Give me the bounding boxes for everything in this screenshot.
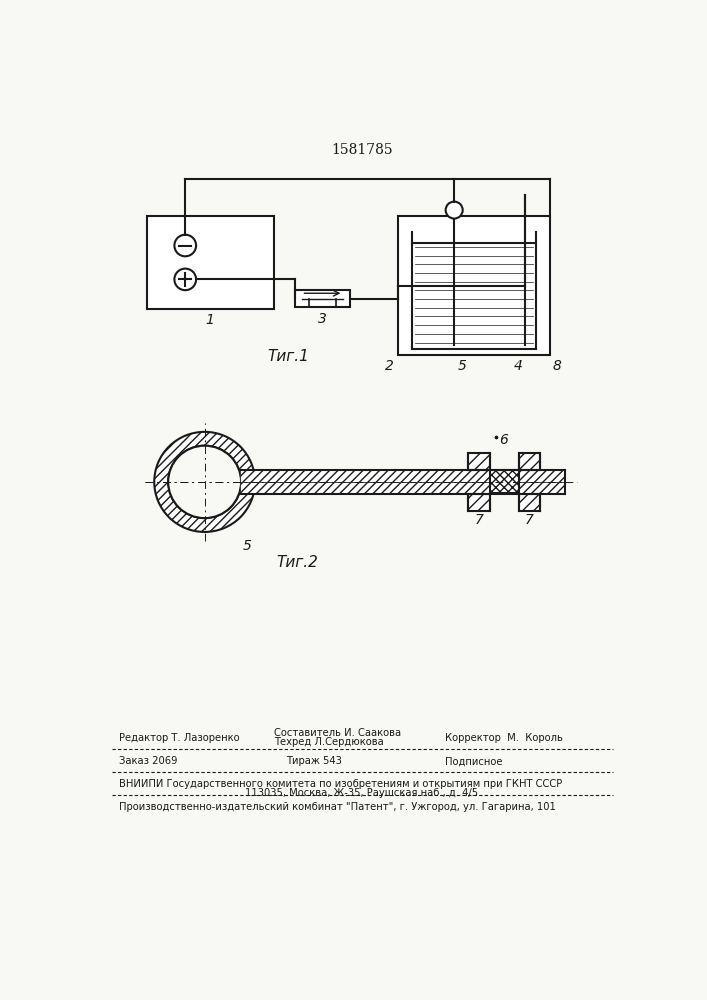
Bar (518, 453, 540, 470)
Bar (240, 470, 565, 482)
Text: Техред Л.Сердюкова: Техред Л.Сердюкова (274, 737, 384, 747)
Bar (468, 453, 490, 470)
Text: Заказ 2069: Заказ 2069 (119, 756, 178, 766)
Text: Составитель И. Саакова: Составитель И. Саакова (274, 728, 402, 738)
Bar (518, 494, 540, 511)
Text: Подписное: Подписное (445, 756, 503, 766)
Text: 3: 3 (318, 312, 327, 326)
Circle shape (168, 446, 241, 518)
Text: 2: 2 (385, 359, 394, 373)
Text: 113035, Москва, Ж-35, Раушская наб., д. 4/5: 113035, Москва, Ж-35, Раушская наб., д. … (245, 788, 479, 798)
Bar (468, 494, 490, 511)
Text: Корректор  М.  Король: Корректор М. Король (445, 733, 563, 743)
Text: 6: 6 (499, 433, 508, 447)
Text: 8: 8 (553, 359, 561, 373)
Text: ВНИИПИ Государственного комитета по изобретениям и открытиям при ГКНТ СССР: ВНИИПИ Государственного комитета по изоб… (119, 779, 563, 789)
Text: 5: 5 (457, 359, 467, 373)
Text: 7: 7 (474, 513, 484, 527)
Text: Тираж 543: Тираж 543 (286, 756, 342, 766)
Circle shape (175, 235, 196, 256)
Bar (146, 216, 274, 309)
Circle shape (175, 269, 196, 290)
Text: 1581785: 1581785 (331, 143, 393, 157)
Text: 7: 7 (525, 513, 534, 527)
Bar (398, 216, 549, 355)
Text: Производственно-издательский комбинат "Патент", г. Ужгород, ул. Гагарина, 101: Производственно-издательский комбинат "П… (119, 802, 556, 812)
Bar (296, 290, 349, 307)
Circle shape (445, 202, 462, 219)
Text: 1: 1 (206, 313, 214, 327)
Text: Τиг.1: Τиг.1 (267, 349, 309, 364)
Bar (490, 470, 518, 493)
Bar (240, 482, 565, 494)
Text: Редактор Т. Лазоренко: Редактор Т. Лазоренко (119, 733, 240, 743)
Wedge shape (154, 432, 255, 532)
Text: 4: 4 (514, 359, 523, 373)
Text: 5: 5 (243, 539, 252, 553)
Text: Τиг.2: Τиг.2 (276, 555, 319, 570)
